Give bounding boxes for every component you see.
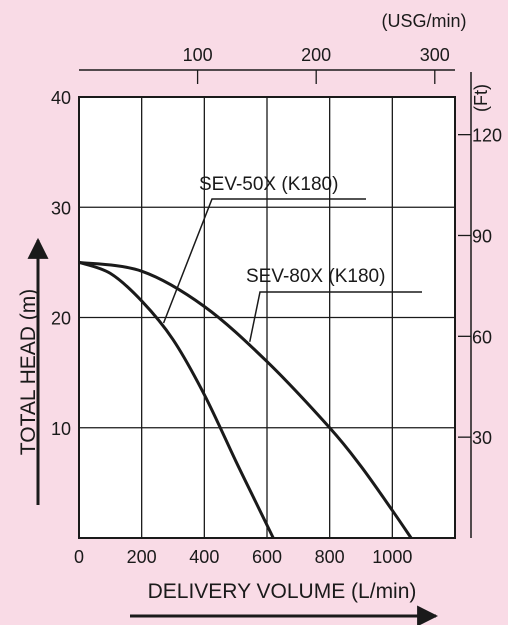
x-tick-label: 600 <box>252 547 282 567</box>
secondary-x-tick-label: 200 <box>301 45 331 65</box>
secondary-x-axis-title: (USG/min) <box>382 11 467 31</box>
secondary-x-tick-label: 300 <box>420 45 450 65</box>
x-tick-label: 1000 <box>372 547 412 567</box>
y-tick-label: 30 <box>51 198 71 218</box>
x-tick-label: 800 <box>315 547 345 567</box>
series-line-sev-80x <box>78 260 413 539</box>
leader-line-sev-50x <box>162 198 366 324</box>
secondary-y-tick-label: 30 <box>472 428 492 448</box>
series-label-sev-50x: SEV-50X (K180) <box>199 174 338 195</box>
secondary-x-tick-label: 100 <box>183 45 213 65</box>
secondary-y-tick-label: 120 <box>472 126 502 146</box>
plot-frame <box>78 96 456 539</box>
secondary-y-tick-label: 90 <box>472 226 492 246</box>
y-tick-label: 10 <box>51 419 71 439</box>
secondary-y-axis-title: (Ft) <box>471 84 491 112</box>
axes <box>78 69 472 539</box>
grid <box>79 97 455 538</box>
series-label-sev-80x: SEV-80X (K180) <box>246 266 385 287</box>
leader-line-sev-80x <box>249 291 422 342</box>
y-tick-label: 40 <box>51 88 71 108</box>
series-curves <box>78 198 422 539</box>
x-tick-label: 200 <box>127 547 157 567</box>
series-line-sev-50x <box>78 260 275 539</box>
y-axis-title: TOTAL HEAD (m) <box>17 289 40 455</box>
y-tick-label: 20 <box>51 309 71 329</box>
x-tick-label: 400 <box>189 547 219 567</box>
secondary-y-tick-label: 60 <box>472 327 492 347</box>
x-axis-title: DELIVERY VOLUME (L/min) <box>148 580 417 603</box>
x-tick-label: 0 <box>74 547 84 567</box>
tick-labels: 100 200 300 30 60 90 120 0 200 400 600 800 1000 10 20 3… <box>51 45 502 567</box>
